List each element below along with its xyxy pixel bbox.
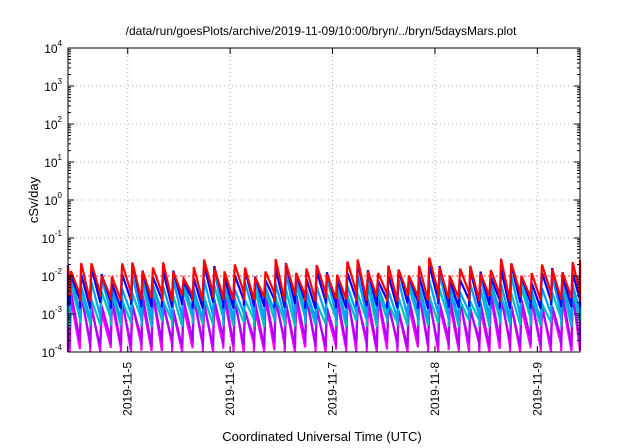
series-line [66, 271, 582, 321]
x-axis: 2019-11-5 2019-11-6 2019-11-7 2019-11-8 2019… [121, 48, 544, 416]
series-line [66, 262, 582, 310]
x-tick-label: 2019-11-7 [326, 362, 340, 416]
x-tick-label: 2019-11-8 [428, 362, 442, 416]
y-tick-label: 10-4 [42, 343, 63, 360]
series-group [66, 257, 582, 353]
chart-title: /data/run/goesPlots/archive/2019-11-09/1… [126, 24, 517, 38]
series-line [66, 282, 582, 328]
y-tick-label: 10-3 [42, 305, 63, 322]
x-tick-label: 2019-11-5 [121, 362, 135, 416]
series-line [66, 257, 582, 302]
y-tick-label: 104 [44, 39, 62, 56]
y-tick-label: 10-1 [42, 229, 63, 246]
y-tick-label: 103 [44, 77, 62, 94]
y-axis-label: cSv/day [26, 176, 41, 223]
series-line [66, 291, 582, 349]
x-tick-label: 2019-11-6 [223, 362, 237, 416]
x-axis-label: Coordinated Universal Time (UTC) [222, 429, 421, 444]
x-tick-label: 2019-11-9 [530, 362, 544, 416]
y-axis: 10-4 10-3 10-2 10-1 100 101 102 103 104 [42, 39, 580, 360]
y-tick-label: 102 [44, 115, 62, 132]
y-tick-label: 101 [44, 153, 62, 170]
y-tick-label: 100 [44, 191, 62, 208]
y-tick-label: 10-2 [42, 267, 63, 284]
